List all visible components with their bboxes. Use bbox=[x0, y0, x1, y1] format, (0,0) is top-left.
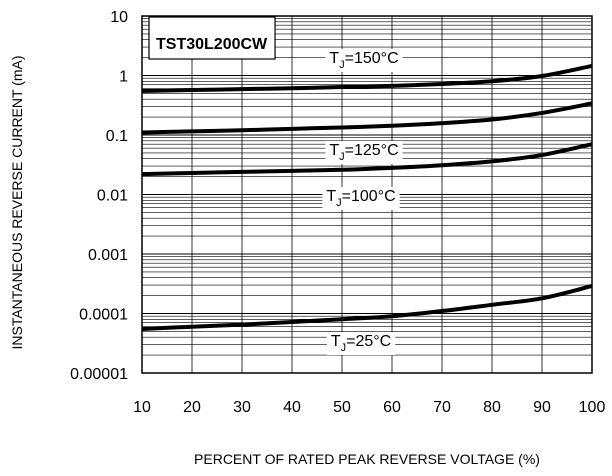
x-tick-label: 90 bbox=[533, 399, 551, 416]
y-tick-label: 0.001 bbox=[88, 247, 128, 264]
x-tick-label: 10 bbox=[133, 399, 151, 416]
series-label-suffix: =100°C bbox=[342, 188, 396, 205]
series-label-text: TJ=150°C bbox=[329, 50, 398, 71]
series-label-text: TJ=125°C bbox=[329, 142, 398, 163]
series-line-1 bbox=[141, 101, 593, 135]
series-label-suffix: =125°C bbox=[345, 142, 399, 159]
x-tick-labels: 10 20 30 40 50 60 70 80 90 100 bbox=[133, 399, 605, 416]
series-label-box bbox=[325, 141, 403, 164]
x-tick-label: 30 bbox=[233, 399, 251, 416]
x-tick-label: 40 bbox=[283, 399, 301, 416]
plot-frame bbox=[141, 15, 593, 374]
part-number-frame bbox=[148, 16, 276, 60]
series-label-prefix: T bbox=[331, 333, 341, 350]
series-label-3: TJ=25°C bbox=[326, 332, 396, 355]
y-axis-title: INSTANTANEOUS REVERSE CURRENT (mA) bbox=[9, 55, 25, 349]
series-label-box bbox=[325, 49, 403, 72]
series-line-3 bbox=[141, 284, 593, 331]
series-lines bbox=[141, 63, 593, 331]
series-label-box bbox=[322, 187, 400, 210]
series-label-text: TJ=100°C bbox=[326, 188, 395, 209]
series-labels: TJ=150°CTJ=125°CTJ=100°CTJ=25°C bbox=[322, 49, 403, 355]
y-tick-label: 10 bbox=[110, 9, 128, 26]
y-tick-label: 0.0001 bbox=[79, 307, 128, 324]
x-tick-label: 100 bbox=[579, 399, 606, 416]
series-label-prefix: T bbox=[326, 188, 336, 205]
x-tick-label: 70 bbox=[433, 399, 451, 416]
series-label-prefix: T bbox=[329, 142, 339, 159]
series-label-box bbox=[326, 332, 396, 355]
x-axis-title: PERCENT OF RATED PEAK REVERSE VOLTAGE (%… bbox=[194, 451, 540, 467]
x-tick-label: 50 bbox=[333, 399, 351, 416]
series-line-2 bbox=[141, 142, 593, 177]
series-line-0 bbox=[141, 63, 593, 93]
y-tick-labels: 10 1 0.1 0.01 0.001 0.0001 0.00001 bbox=[70, 9, 128, 383]
series-label-sub: J bbox=[336, 197, 342, 209]
y-tick-label: 0.01 bbox=[97, 188, 128, 205]
y-tick-label: 0.00001 bbox=[70, 366, 128, 383]
series-label-suffix: =150°C bbox=[345, 50, 399, 67]
series-label-2: TJ=100°C bbox=[322, 187, 400, 210]
series-label-sub: J bbox=[339, 59, 345, 71]
part-number-box: TST30L200CW bbox=[148, 16, 276, 60]
part-number-text: TST30L200CW bbox=[156, 36, 268, 53]
series-label-1: TJ=125°C bbox=[325, 141, 403, 164]
series-label-0: TJ=150°C bbox=[325, 49, 403, 72]
series-label-sub: J bbox=[341, 342, 347, 354]
x-tick-label: 60 bbox=[383, 399, 401, 416]
y-tick-label: 0.1 bbox=[106, 128, 128, 145]
series-label-sub: J bbox=[339, 151, 345, 163]
x-tick-label: 20 bbox=[183, 399, 201, 416]
x-tick-label: 80 bbox=[483, 399, 501, 416]
series-label-suffix: =25°C bbox=[346, 333, 391, 350]
series-label-text: TJ=25°C bbox=[331, 333, 391, 354]
series-label-prefix: T bbox=[329, 50, 339, 67]
y-tick-label: 1 bbox=[119, 69, 128, 86]
